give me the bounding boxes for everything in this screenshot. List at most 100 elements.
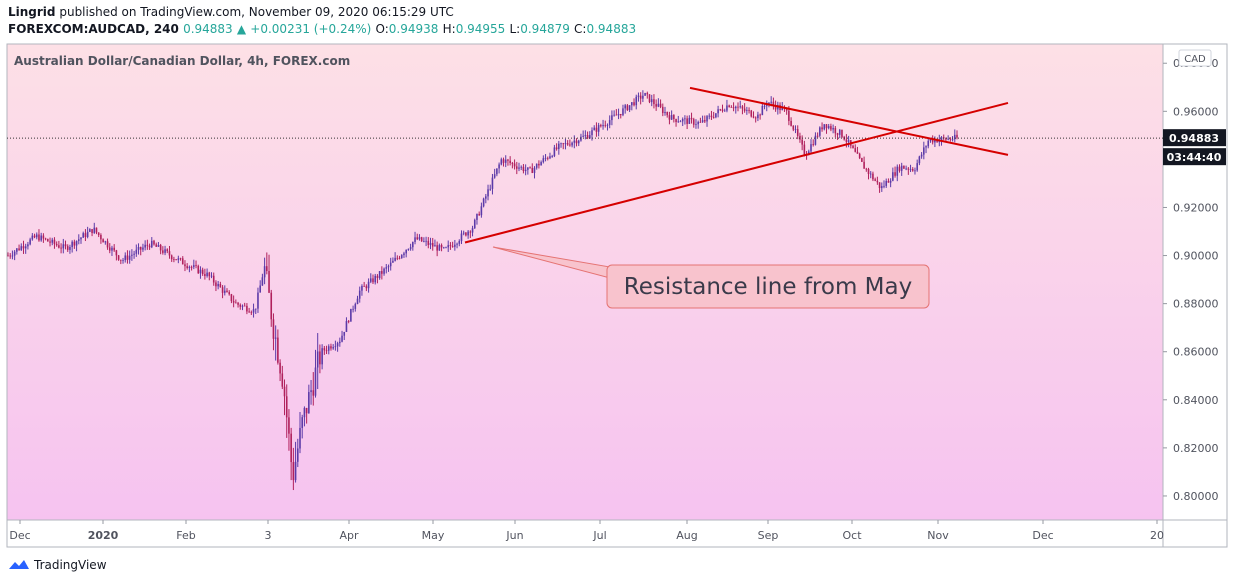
x-tick-label: Aug [676, 529, 697, 542]
candle-body [677, 121, 680, 123]
candle-body [549, 156, 551, 159]
candle-body [372, 278, 374, 283]
candle-body [679, 121, 682, 123]
candle-body [838, 129, 841, 135]
candle-body [947, 138, 949, 140]
candle-body [272, 319, 275, 339]
candle-body [781, 107, 784, 111]
footer-brand[interactable]: TradingView [8, 558, 107, 572]
candle-body [51, 239, 54, 243]
candle-body [208, 272, 211, 277]
price-axis: 0.980000.960000.940000.920000.900000.880… [1163, 57, 1219, 503]
candle-body [588, 135, 591, 139]
candle-body [301, 417, 304, 428]
candle-body [219, 284, 222, 288]
candle-body [179, 258, 182, 260]
candle-body [918, 156, 921, 164]
x-tick-label: 2020 [88, 529, 119, 542]
callout-box[interactable] [606, 264, 930, 309]
candle-body [631, 102, 633, 106]
candle-body [535, 163, 538, 168]
candle-body [122, 260, 124, 261]
candle-body [734, 106, 737, 109]
candle-body [296, 448, 299, 462]
candle-body [925, 146, 927, 148]
candle-body [757, 114, 759, 119]
candle-body [790, 120, 792, 126]
candle-body [515, 166, 518, 169]
candle-body [708, 115, 711, 117]
x-tick-label: Oct [842, 529, 862, 542]
candle-body [615, 114, 618, 116]
candle-body [743, 108, 746, 111]
candle-body [414, 237, 416, 242]
plot-area[interactable] [7, 44, 1163, 520]
publish-info: Lingrid published on TradingView.com, No… [8, 5, 454, 19]
candle-body [874, 179, 876, 181]
candle-body [75, 240, 78, 246]
candle-body [730, 106, 733, 108]
candle-body [425, 240, 427, 242]
candle-body [471, 228, 474, 233]
candle-body [889, 180, 892, 183]
candle-body [47, 239, 49, 242]
candle-body [394, 257, 396, 261]
candle-body [723, 110, 726, 112]
candle-body [690, 117, 693, 120]
candle-body [655, 104, 657, 107]
time-axis: Dec 2020 Feb 3 Apr May Jun Jul Aug Sep Oct Nov Dec 20 [9, 520, 1164, 542]
candle-body [16, 248, 18, 252]
candle-body [788, 110, 790, 121]
candle-body [887, 180, 890, 183]
candle-body [374, 275, 377, 283]
resistance-trendline[interactable] [464, 101, 1009, 244]
triangle-up-icon: ▲ [236, 22, 247, 36]
candle-body [502, 159, 505, 163]
candle-body [617, 113, 620, 116]
candle-body [867, 168, 870, 174]
candle-body [613, 114, 615, 116]
candles-layer [7, 90, 958, 491]
candle-body [945, 138, 947, 140]
open-label: O: [375, 22, 389, 36]
candle-body [314, 367, 317, 396]
candle-body [13, 251, 16, 256]
price-tag [1163, 129, 1226, 147]
high-label: H: [442, 22, 456, 36]
candle-body [445, 247, 447, 249]
candle-body [270, 292, 273, 320]
candle-body [108, 247, 111, 251]
candle-body [706, 116, 708, 122]
candle-body [726, 105, 728, 111]
close-value: 0.94883 [586, 22, 637, 36]
candle-body [584, 135, 587, 136]
candle-body [507, 159, 509, 161]
candle-body [358, 290, 361, 299]
candle-body [235, 302, 237, 304]
countdown-tag [1163, 148, 1226, 166]
candle-body [719, 109, 722, 111]
candle-body [66, 246, 69, 250]
candle-body [498, 164, 500, 169]
candle-body [675, 119, 677, 123]
candle-body [241, 305, 244, 307]
x-tick-label: May [422, 529, 445, 542]
candle-body [927, 140, 930, 147]
candle-body [285, 396, 288, 418]
candle-body [657, 103, 660, 107]
candle-body [257, 292, 259, 309]
tradingview-logo-icon [9, 560, 29, 569]
candle-body [876, 180, 879, 183]
candle-body [117, 255, 120, 260]
candle-body [423, 241, 425, 242]
candle-body [389, 262, 392, 267]
falling-trendline[interactable] [689, 86, 1009, 156]
high-value: 0.94955 [455, 22, 506, 36]
candle-body [761, 105, 764, 116]
candle-body [478, 213, 480, 216]
candle-body [909, 168, 912, 170]
candle-body [688, 117, 691, 124]
candle-body [454, 244, 456, 247]
candle-body [31, 235, 34, 240]
